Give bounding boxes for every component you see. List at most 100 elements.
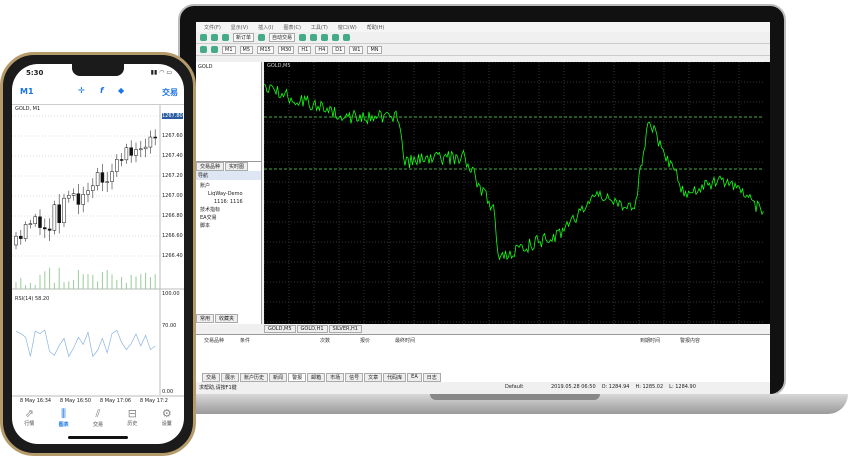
tab-live-chart[interactable]: 实时图 <box>225 162 249 171</box>
terminal-tab[interactable]: 代码库 <box>383 373 407 382</box>
price-axis-label: 1267.40 <box>162 153 183 159</box>
menu-tools[interactable]: 工具(T) <box>310 25 328 31</box>
rsi-line <box>15 329 156 358</box>
phone-chart[interactable]: GOLD, M1 1267.80 1267.60 1267.40 1267.20 126… <box>12 104 184 404</box>
tf-d1[interactable]: D1 <box>332 45 346 54</box>
indicators-icon[interactable]: f <box>100 86 104 95</box>
terminal-tab[interactable]: 信号 <box>345 373 364 382</box>
tf-m1[interactable]: M1 <box>222 45 236 54</box>
tab-common[interactable]: 常用 <box>196 314 215 323</box>
chart-title: GOLD,M5 <box>264 62 294 70</box>
indicator-axis-label: 0.00 <box>162 389 174 395</box>
candle <box>38 216 42 228</box>
profiles-icon[interactable] <box>211 34 218 41</box>
indicator-axis-label: 70.00 <box>162 323 177 329</box>
tab-settings[interactable]: ⚙ 设置 <box>162 407 172 428</box>
phone-notch <box>72 64 124 76</box>
tf-m5[interactable]: M5 <box>239 45 253 54</box>
tab-symbols[interactable]: 交易品种 <box>196 162 225 171</box>
time-axis-label: 8 May 17:06 <box>100 398 132 404</box>
tf-w1[interactable]: W1 <box>349 45 364 54</box>
trade-button[interactable]: 交易 <box>162 88 178 97</box>
candle <box>148 136 153 148</box>
menu-insert[interactable]: 插入(I) <box>258 25 274 31</box>
indicator-label: RSI(14) 58.20 <box>15 296 50 302</box>
price-chart[interactable]: GOLD,M5 <box>264 62 770 324</box>
menu-window[interactable]: 窗口(W) <box>337 25 357 31</box>
cursor-icon[interactable] <box>200 46 207 53</box>
tf-h4[interactable]: H4 <box>315 45 329 54</box>
candle <box>143 146 148 150</box>
candle <box>86 190 90 195</box>
crosshair-icon[interactable] <box>211 46 218 53</box>
crosshair-icon[interactable]: ✛ <box>78 86 85 95</box>
candle <box>124 147 129 161</box>
candle-chart-icon[interactable] <box>310 34 318 41</box>
metaeditor-icon[interactable] <box>258 34 266 41</box>
chart-tab[interactable]: SILVER,H1 <box>328 325 362 333</box>
terminal-tab[interactable]: 新闻 <box>269 373 288 382</box>
terminal-tab[interactable]: 展示 <box>221 373 240 382</box>
phone-chart-symbol: GOLD, M1 <box>15 106 41 112</box>
terminal-tab[interactable]: 邮箱 <box>307 373 326 382</box>
phone: 5:30 ▮▮ ◠ ▭ M1 ✛ f ◆ 交易 GOLD, M1 1267.80… <box>0 52 196 456</box>
tab-history[interactable]: ⊟ 历史 <box>127 407 137 428</box>
terminal-tab[interactable]: EA <box>407 373 422 382</box>
menu-help[interactable]: 帮助(H) <box>366 25 385 31</box>
tf-h1[interactable]: H1 <box>298 45 312 54</box>
candle <box>100 172 105 183</box>
terminal-tab[interactable]: 文章 <box>364 373 383 382</box>
zoom-out-icon[interactable] <box>343 34 351 41</box>
candle <box>43 227 47 230</box>
new-order-button[interactable]: 新订单 <box>233 33 255 42</box>
price-axis-label: 1267.20 <box>162 173 183 179</box>
tab-chart[interactable]: ⫼ 图表 <box>59 407 69 428</box>
tab-label: 历史 <box>127 421 138 427</box>
price-axis-label: 1267.60 <box>162 133 183 139</box>
candles-icon: ⫼ <box>61 407 67 420</box>
terminal-tab[interactable]: 日志 <box>422 373 441 382</box>
col-alert: 警报内容 <box>680 338 701 344</box>
terminal-tab[interactable]: 交易 <box>202 373 221 382</box>
phone-tab-bar: ⇗ 行情 ⫼ 图表 ⫽ 交易 ⊟ 历史 ⚙ 设置 <box>12 407 184 428</box>
status-low: L: 1284.90 <box>669 384 696 390</box>
col-symbol: 交易品种 <box>204 338 225 344</box>
nav-accounts[interactable]: 账户 <box>200 183 211 189</box>
tab-favorites[interactable]: 收藏夹 <box>215 314 239 323</box>
terminal-tab[interactable]: 账户历史 <box>240 373 269 382</box>
status-time: 2019.05.28 06:50 <box>551 384 596 390</box>
chart-tab[interactable]: GOLD,M5 <box>264 325 296 333</box>
terminal-tab[interactable]: 警报 <box>288 373 307 382</box>
zoom-in-icon[interactable] <box>332 34 340 41</box>
tf-mn[interactable]: MN <box>367 45 382 54</box>
objects-icon[interactable]: ◆ <box>118 86 125 95</box>
col-condition: 条件 <box>240 338 251 344</box>
signal-wifi-battery-icon: ▮▮ ◠ ▭ <box>150 69 172 76</box>
nav-account-server[interactable]: LiqWay-Demo <box>208 191 243 197</box>
candle <box>115 159 119 172</box>
nav-scripts[interactable]: 脚本 <box>200 223 211 229</box>
timeframe-button[interactable]: M1 <box>20 87 34 96</box>
tab-trade[interactable]: ⫽ 交易 <box>93 407 103 428</box>
candle <box>62 197 66 224</box>
terminal-tab[interactable]: 市场 <box>326 373 345 382</box>
tf-m15[interactable]: M15 <box>257 45 274 54</box>
candle <box>52 204 57 231</box>
tf-m30[interactable]: M30 <box>277 45 295 54</box>
nav-indicators[interactable]: 技术指标 <box>200 207 221 213</box>
nav-account-id[interactable]: 1116: 1116 <box>214 199 243 205</box>
tab-quotes[interactable]: ⇗ 行情 <box>24 407 34 428</box>
nav-expert-advisors[interactable]: EA交易 <box>200 215 217 221</box>
line-chart-icon[interactable] <box>321 34 329 41</box>
bar-chart-icon[interactable] <box>299 34 307 41</box>
auto-trading-button[interactable]: 自动交易 <box>269 33 296 42</box>
history-icon: ⊟ <box>127 407 137 420</box>
new-chart-icon[interactable] <box>200 34 207 41</box>
menu-file[interactable]: 文件(F) <box>204 25 221 31</box>
mt4-window: 文件(F) 显示(V) 插入(I) 图表(C) 工具(T) 窗口(W) 帮助(H… <box>196 22 770 394</box>
market-watch-icon[interactable] <box>222 34 229 41</box>
candle <box>95 172 100 187</box>
menu-view[interactable]: 显示(V) <box>230 25 249 31</box>
menu-chart[interactable]: 图表(C) <box>283 25 301 31</box>
chart-tab[interactable]: GOLD,H1 <box>296 325 328 333</box>
